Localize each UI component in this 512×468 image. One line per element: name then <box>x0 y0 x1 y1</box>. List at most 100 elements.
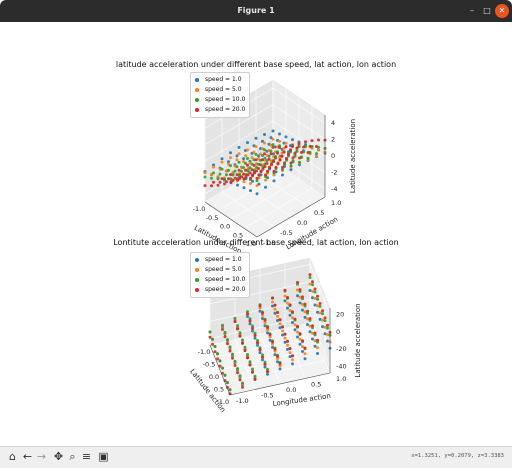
zoom-icon[interactable]: ⌕ <box>69 450 76 463</box>
scatter-point <box>297 142 301 146</box>
scatter-point <box>248 322 252 326</box>
scatter-point <box>313 331 317 335</box>
scatter-point <box>257 173 261 177</box>
scatter-point <box>278 158 282 162</box>
scatter-point <box>297 145 301 148</box>
scatter-point <box>244 175 248 179</box>
z-tick-label: 20 <box>336 311 344 319</box>
y-tick-label: -0.5 <box>261 392 274 400</box>
scatter-point <box>203 171 207 175</box>
scatter-point <box>253 336 257 340</box>
scatter-point <box>229 151 232 155</box>
home-icon[interactable]: ⌂ <box>9 450 16 463</box>
scatter-point <box>308 330 312 334</box>
scatter-point <box>303 346 307 350</box>
cursor-coordinates: x=1.3251, y=0.2079, z=3.3383 <box>411 453 504 459</box>
scatter-point <box>244 168 247 172</box>
scatter-point <box>293 151 297 155</box>
scatter-point <box>246 310 249 314</box>
scatter-point <box>268 333 272 337</box>
configure-subplots-icon[interactable]: ≡ <box>81 450 92 463</box>
legend-label: speed = 5.0 <box>205 266 242 273</box>
scatter-point <box>313 287 317 291</box>
scatter-point <box>236 183 239 187</box>
z-tick-label: 4 <box>331 119 335 127</box>
minimize-icon[interactable]: – <box>470 6 474 15</box>
scatter-point <box>316 338 319 342</box>
scatter-point <box>301 350 304 353</box>
scatter-point <box>213 345 217 348</box>
scatter-point <box>255 179 259 183</box>
z-axis-label: Latitude acceleration <box>354 303 362 377</box>
back-arrow-icon[interactable]: ← <box>22 450 33 463</box>
x-tick-label: -1.0 <box>198 348 211 356</box>
scatter-point <box>301 339 304 343</box>
scatter-point <box>281 165 284 169</box>
scatter-point <box>258 306 262 310</box>
scatter-point <box>313 339 317 343</box>
legend-label: speed = 10.0 <box>205 276 246 283</box>
scatter-point <box>259 163 262 167</box>
scatter-point <box>261 167 265 171</box>
scatter-point <box>264 185 267 189</box>
legend-marker <box>195 77 199 82</box>
close-icon[interactable]: ✕ <box>495 4 509 18</box>
x-axis-line <box>204 201 258 238</box>
scatter-point <box>248 363 252 367</box>
scatter-point <box>321 309 324 313</box>
scatter-point <box>237 152 241 156</box>
scatter-point <box>242 160 245 164</box>
scatter-point <box>289 148 292 152</box>
plot2-axes[interactable]: -1.0 -0.5 0.0 0.5 1.0 -1.0 -0.5 0.0 0.5 1.0 -40 -20… <box>0 250 512 430</box>
scatter-point <box>233 169 237 173</box>
scatter-point <box>289 164 293 168</box>
y-tick-label: -0.5 <box>280 229 293 237</box>
forward-arrow-icon[interactable]: → <box>36 450 47 463</box>
pan-icon[interactable]: ✥ <box>53 450 64 463</box>
scatter-point <box>315 145 318 148</box>
scatter-point <box>259 170 263 174</box>
scatter-point <box>323 325 327 329</box>
scatter-point <box>229 164 232 168</box>
scatter-point <box>313 290 317 294</box>
plot1-title: latitude acceleration under different ba… <box>115 60 397 69</box>
y-tick-label: 0.0 <box>297 219 307 227</box>
grid-line <box>238 181 292 218</box>
scatter-point <box>298 160 301 164</box>
scatter-point <box>266 326 269 330</box>
plot1-axes[interactable]: -1.0-0.50.00.51.0 -1.0-0.50.00.51.0-4-202… <box>0 74 512 264</box>
maximize-icon[interactable]: □ <box>483 6 491 15</box>
legend-marker <box>195 287 199 292</box>
scatter-point <box>263 362 267 366</box>
scatter-point <box>258 304 262 308</box>
scatter-point <box>281 333 284 337</box>
scatter-point <box>231 352 234 356</box>
scatter-point <box>216 175 220 179</box>
scatter-point <box>291 144 294 148</box>
scatter-point <box>269 136 273 140</box>
scatter-point <box>298 342 302 346</box>
legend-label: speed = 10.0 <box>205 96 246 103</box>
figure-canvas[interactable]: latitude acceleration under different ba… <box>0 22 512 446</box>
scatter-point <box>218 359 222 363</box>
scatter-point <box>255 176 259 180</box>
scatter-point <box>221 366 224 370</box>
scatter-point <box>203 184 207 188</box>
scatter-point <box>236 178 239 182</box>
y-axis-label: Longitude action <box>272 392 331 408</box>
scatter-point <box>291 354 294 358</box>
scatter-point <box>308 273 312 277</box>
scatter-point <box>252 150 256 154</box>
grid-line <box>204 104 326 145</box>
scatter-point <box>253 374 257 378</box>
scatter-point <box>266 169 269 173</box>
scatter-point <box>229 173 232 177</box>
legend-label: speed = 20.0 <box>205 286 246 293</box>
scatter-point <box>306 151 310 154</box>
scatter-point <box>273 311 277 315</box>
scatter-point <box>303 302 307 306</box>
x-tick-label: 1.0 <box>246 240 256 248</box>
save-icon[interactable]: ▣ <box>98 450 109 463</box>
scatter-point <box>238 177 241 180</box>
scatter-point <box>283 161 286 165</box>
